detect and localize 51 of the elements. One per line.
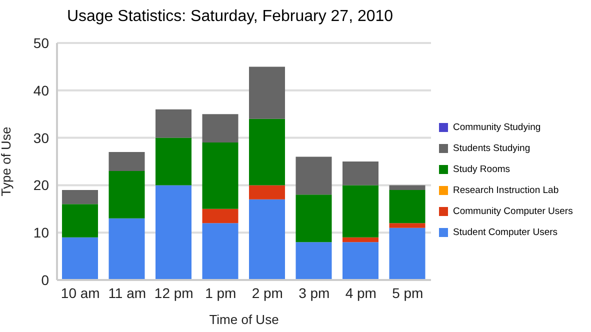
legend-label: Students Studying — [453, 143, 530, 154]
bar — [389, 185, 426, 190]
bar — [202, 208, 238, 224]
x-tick-label: 3 pm — [298, 284, 330, 301]
bar — [296, 156, 332, 195]
x-tick-label: 5 pm — [392, 284, 424, 301]
x-tick-label: 11 am — [108, 284, 146, 301]
legend-label: Research Instruction Lab — [453, 185, 559, 196]
bar — [389, 228, 426, 280]
y-tick-label: 20 — [33, 177, 50, 194]
legend-label: Study Rooms — [453, 164, 510, 175]
bar — [296, 194, 332, 242]
bar — [108, 170, 145, 218]
bar — [342, 185, 378, 238]
bar — [108, 152, 145, 171]
bar — [342, 237, 378, 242]
x-axis-title: Time of Use — [209, 312, 279, 327]
bar — [202, 223, 238, 280]
bar — [389, 223, 426, 228]
bar — [249, 66, 285, 119]
bar — [202, 114, 238, 143]
bar — [156, 109, 192, 138]
bar — [62, 204, 98, 238]
x-tick-label: 4 pm — [345, 284, 376, 301]
y-tick-label: 50 — [33, 34, 50, 51]
bar — [249, 118, 285, 186]
bar — [156, 138, 192, 186]
bar — [202, 142, 238, 209]
legend-label: Community Studying — [453, 122, 541, 133]
y-tick-label: 10 — [33, 224, 50, 241]
bar — [108, 218, 145, 280]
x-tick-label: 2 pm — [252, 284, 283, 301]
bar — [249, 185, 285, 200]
bar — [342, 162, 378, 186]
bar — [342, 242, 378, 280]
legend-label: Student Computer Users — [453, 227, 558, 238]
y-axis-title: Type of Use — [0, 126, 14, 196]
y-tick-label: 40 — [33, 82, 50, 98]
bar — [296, 242, 332, 280]
legend-label: Community Computer Users — [453, 206, 573, 217]
x-tick-label: 10 am — [60, 284, 100, 301]
bar — [62, 237, 98, 280]
chart-title: Usage Statistics: Saturday, February 27, 2010 — [66, 8, 394, 26]
bar — [249, 199, 285, 280]
y-tick-label: 0 — [41, 272, 50, 288]
x-tick-label: 12 pm — [154, 284, 194, 301]
y-tick-label: 30 — [33, 130, 50, 146]
bar — [62, 190, 98, 204]
bar — [389, 190, 426, 224]
bar — [156, 185, 192, 280]
x-tick-label: 1 pm — [205, 284, 236, 301]
